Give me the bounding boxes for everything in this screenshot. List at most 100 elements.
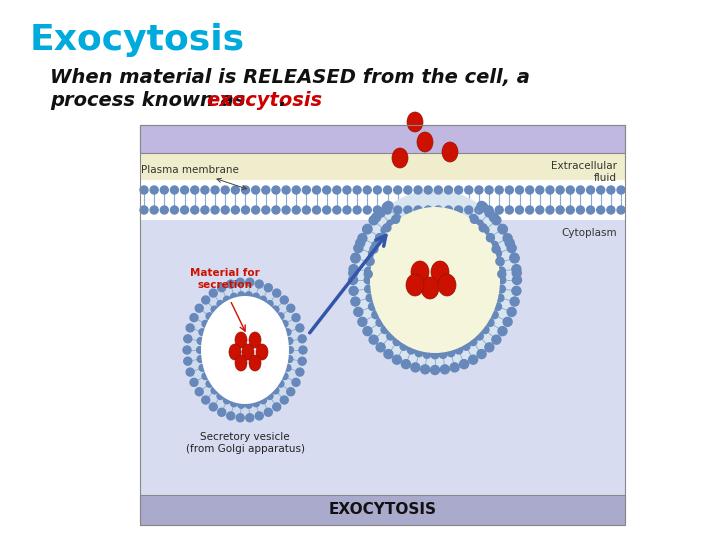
Circle shape bbox=[369, 303, 376, 310]
Circle shape bbox=[450, 363, 459, 372]
Circle shape bbox=[376, 208, 385, 217]
Circle shape bbox=[264, 408, 272, 416]
Circle shape bbox=[260, 296, 266, 303]
Circle shape bbox=[186, 368, 194, 376]
Circle shape bbox=[312, 206, 320, 214]
Circle shape bbox=[447, 349, 455, 356]
Ellipse shape bbox=[438, 274, 456, 296]
Circle shape bbox=[496, 294, 504, 302]
Circle shape bbox=[431, 366, 439, 375]
Circle shape bbox=[211, 387, 218, 394]
Circle shape bbox=[217, 301, 224, 307]
Circle shape bbox=[280, 296, 288, 304]
Circle shape bbox=[477, 201, 486, 211]
Circle shape bbox=[184, 335, 192, 343]
Circle shape bbox=[498, 225, 508, 234]
Circle shape bbox=[217, 284, 225, 292]
Circle shape bbox=[546, 186, 554, 194]
Circle shape bbox=[210, 289, 217, 297]
Circle shape bbox=[434, 186, 442, 194]
Circle shape bbox=[577, 206, 585, 214]
Circle shape bbox=[273, 403, 281, 411]
Circle shape bbox=[184, 357, 192, 365]
Circle shape bbox=[211, 306, 218, 313]
Circle shape bbox=[333, 206, 341, 214]
Circle shape bbox=[364, 186, 372, 194]
Circle shape bbox=[183, 346, 191, 354]
Circle shape bbox=[302, 206, 310, 214]
Text: .: . bbox=[278, 91, 285, 110]
Circle shape bbox=[287, 304, 294, 312]
Circle shape bbox=[351, 253, 360, 262]
Circle shape bbox=[556, 206, 564, 214]
Circle shape bbox=[201, 206, 209, 214]
Ellipse shape bbox=[201, 296, 289, 404]
Circle shape bbox=[607, 186, 615, 194]
Circle shape bbox=[251, 206, 260, 214]
Circle shape bbox=[217, 393, 224, 400]
Circle shape bbox=[333, 186, 341, 194]
Circle shape bbox=[444, 186, 452, 194]
Circle shape bbox=[349, 286, 358, 295]
Circle shape bbox=[536, 186, 544, 194]
Circle shape bbox=[494, 303, 501, 310]
Circle shape bbox=[266, 393, 273, 400]
Circle shape bbox=[387, 220, 395, 228]
Text: process known as: process known as bbox=[50, 91, 252, 110]
Ellipse shape bbox=[431, 261, 449, 283]
Circle shape bbox=[459, 360, 469, 369]
Circle shape bbox=[477, 349, 486, 359]
Circle shape bbox=[556, 186, 564, 194]
Circle shape bbox=[161, 186, 168, 194]
Circle shape bbox=[246, 278, 253, 286]
Circle shape bbox=[392, 355, 401, 364]
Circle shape bbox=[470, 215, 478, 224]
Circle shape bbox=[284, 329, 291, 335]
Ellipse shape bbox=[235, 355, 247, 371]
Circle shape bbox=[476, 220, 483, 228]
Circle shape bbox=[423, 350, 431, 358]
Circle shape bbox=[292, 379, 300, 386]
Circle shape bbox=[202, 373, 209, 380]
Circle shape bbox=[246, 414, 253, 422]
Circle shape bbox=[287, 388, 294, 396]
Circle shape bbox=[469, 338, 477, 346]
Circle shape bbox=[597, 206, 605, 214]
Bar bbox=[140, 220, 625, 495]
Circle shape bbox=[498, 225, 507, 233]
Circle shape bbox=[210, 403, 217, 411]
Ellipse shape bbox=[442, 142, 458, 162]
Circle shape bbox=[351, 297, 360, 306]
Circle shape bbox=[404, 206, 412, 214]
Circle shape bbox=[507, 244, 516, 253]
Circle shape bbox=[353, 206, 361, 214]
Ellipse shape bbox=[370, 207, 500, 353]
Circle shape bbox=[370, 245, 378, 253]
Circle shape bbox=[230, 293, 238, 300]
Circle shape bbox=[273, 289, 281, 297]
Circle shape bbox=[191, 186, 199, 194]
Ellipse shape bbox=[417, 132, 433, 152]
Circle shape bbox=[343, 206, 351, 214]
Circle shape bbox=[211, 206, 219, 214]
Circle shape bbox=[369, 335, 378, 344]
Circle shape bbox=[383, 224, 391, 232]
Circle shape bbox=[434, 206, 442, 214]
Ellipse shape bbox=[411, 261, 429, 283]
Circle shape bbox=[280, 396, 288, 404]
Circle shape bbox=[161, 206, 168, 214]
Circle shape bbox=[393, 214, 401, 222]
Circle shape bbox=[197, 347, 204, 353]
Circle shape bbox=[253, 293, 259, 300]
Circle shape bbox=[197, 356, 204, 362]
Circle shape bbox=[462, 342, 470, 350]
Bar bbox=[140, 125, 625, 153]
Circle shape bbox=[302, 186, 310, 194]
Circle shape bbox=[272, 306, 279, 313]
Circle shape bbox=[366, 258, 374, 266]
Circle shape bbox=[494, 249, 501, 257]
Circle shape bbox=[454, 206, 463, 214]
Circle shape bbox=[408, 346, 415, 354]
Circle shape bbox=[415, 349, 423, 356]
Circle shape bbox=[260, 397, 266, 404]
